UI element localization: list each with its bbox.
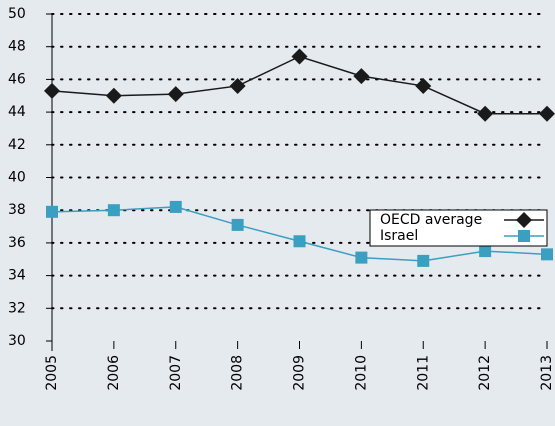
- y-tick-label: 42: [8, 137, 26, 153]
- x-tick-label: 2012: [477, 355, 493, 391]
- y-tick-label: 46: [8, 71, 26, 87]
- marker: [541, 248, 553, 261]
- x-tick-label: 2006: [106, 355, 122, 391]
- marker: [46, 205, 58, 218]
- marker: [355, 251, 368, 264]
- legend-label: OECD average: [380, 212, 482, 228]
- marker: [539, 105, 555, 122]
- y-tick-label: 38: [8, 202, 26, 218]
- y-tick-label: 48: [8, 39, 26, 55]
- marker: [291, 48, 308, 65]
- x-tick-label: 2005: [44, 355, 60, 391]
- marker: [105, 87, 122, 104]
- marker: [229, 77, 246, 94]
- x-tick-label: 2011: [415, 355, 431, 391]
- y-tick-label: 50: [8, 6, 26, 22]
- marker: [231, 218, 244, 231]
- y-tick-label: 40: [8, 170, 26, 186]
- marker: [477, 105, 494, 122]
- marker: [44, 82, 60, 99]
- x-tick-label: 2010: [353, 355, 369, 391]
- marker: [353, 68, 370, 85]
- y-tick-label: 44: [8, 104, 26, 120]
- marker: [518, 230, 530, 242]
- marker: [293, 235, 306, 248]
- y-tick-label: 36: [8, 235, 26, 251]
- y-tick-label: 30: [8, 333, 26, 349]
- legend-label: Israel: [380, 228, 418, 244]
- marker: [169, 200, 182, 213]
- marker: [516, 212, 532, 228]
- x-tick-label: 2008: [230, 355, 246, 391]
- marker: [417, 254, 430, 267]
- x-tick-label: 2007: [168, 355, 184, 391]
- x-tick-label: 2009: [292, 355, 308, 391]
- marker: [415, 77, 432, 94]
- marker: [479, 245, 492, 258]
- x-tick-label: 2013: [539, 355, 555, 391]
- marker: [107, 204, 120, 217]
- series-line: [51, 55, 547, 115]
- y-tick-label: 34: [8, 268, 26, 284]
- y-tick-label: 32: [8, 300, 26, 316]
- marker: [167, 86, 184, 103]
- legend-box: [369, 209, 548, 247]
